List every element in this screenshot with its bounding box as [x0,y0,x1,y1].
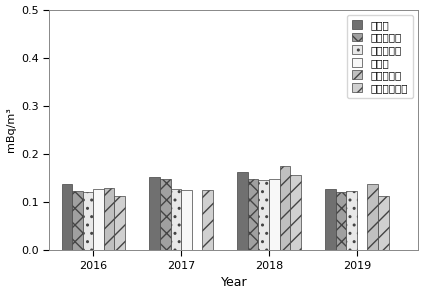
Bar [150,177,160,250]
Bar [237,172,248,250]
Bar [61,184,72,250]
Y-axis label: mBq/m³: mBq/m³ [6,108,16,153]
Bar [290,175,301,250]
Bar [378,196,388,250]
Bar [248,179,259,250]
Bar [114,196,125,250]
Bar [279,166,290,250]
Bar [368,184,378,250]
Bar [259,180,269,250]
Bar [346,191,357,250]
Legend: 기상탑, 골프장북쪽, 본관동동쪽, 독신료, 하나로서쪽, 연산주말농장: 기상탑, 골프장북쪽, 본관동동쪽, 독신료, 하나로서쪽, 연산주말농장 [346,15,413,98]
Bar [93,189,104,250]
Bar [104,188,114,250]
Bar [202,190,213,250]
Bar [325,189,336,250]
Bar [160,179,170,250]
Bar [269,179,279,250]
Bar [72,191,83,250]
Bar [181,190,192,250]
Bar [336,192,346,250]
Bar [170,189,181,250]
X-axis label: Year: Year [220,276,247,289]
Bar [83,192,93,250]
